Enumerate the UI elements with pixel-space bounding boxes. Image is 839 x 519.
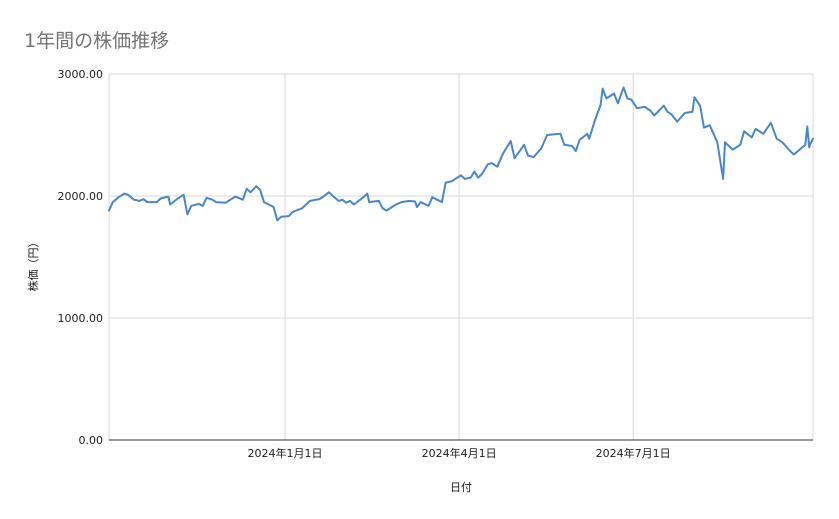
gridlines (108, 73, 814, 440)
x-axis-ticks: 2024年1月1日 2024年4月1日 2024年7月1日 (248, 446, 671, 460)
y-tick-label: 1000.00 (58, 312, 104, 325)
y-tick-label: 2000.00 (58, 190, 104, 203)
y-axis-ticks: 0.00 1000.00 2000.00 3000.00 (58, 68, 104, 447)
x-tick-label: 2024年1月1日 (248, 446, 323, 460)
chart-title: 1年間の株価推移 (24, 30, 169, 52)
series-group (108, 86, 814, 222)
y-tick-label: 0.00 (79, 434, 104, 447)
y-axis-label: 株価（円） (26, 237, 40, 292)
x-tick-label: 2024年4月1日 (422, 446, 497, 460)
x-axis-label: 日付 (450, 481, 472, 494)
series-line (108, 86, 814, 222)
y-tick-label: 3000.00 (58, 68, 104, 81)
x-tick-label: 2024年7月1日 (596, 446, 671, 460)
